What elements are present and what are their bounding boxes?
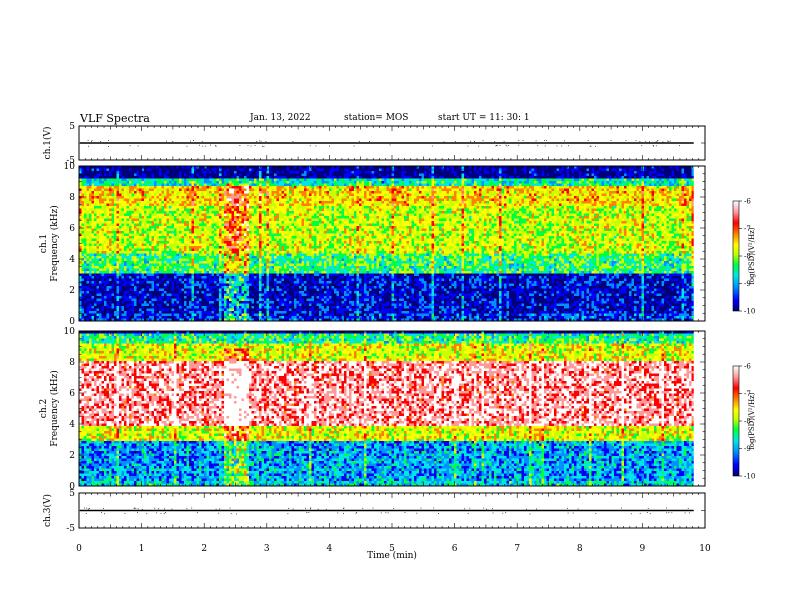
y-tick-label: 8 — [69, 193, 75, 203]
y-tick-label: 10 — [64, 327, 76, 337]
date-label: Jan. 13, 2022 — [250, 113, 311, 123]
y-tick-label: 5 — [69, 489, 75, 499]
x-tick-label: 7 — [514, 544, 520, 554]
ch2-spectrogram-cells — [79, 331, 705, 487]
labels-layer: -6 -7 -8 -9 -10 log(PSD)(V²/Hz) -6 -7 -8 -9 -10 log… — [39, 122, 756, 561]
voltage-axis-label: ch.3(V) — [42, 494, 53, 527]
y-tick-label: 6 — [69, 224, 75, 234]
channel-label: ch.1 — [39, 234, 49, 253]
colorbar-tick-label: -8 — [744, 418, 751, 426]
ch1-spectrogram-colorbar — [732, 200, 740, 312]
x-tick-label: 5 — [389, 544, 395, 554]
start-time-label: start UT = 11: 30: 1 — [438, 113, 530, 123]
colorbar-tick-label: -7 — [744, 225, 751, 233]
voltage-axis-label: ch.1(V) — [42, 127, 53, 160]
x-tick-label: 10 — [699, 544, 711, 554]
spectrogram-layer — [79, 166, 705, 487]
y-tick-label: 8 — [69, 358, 75, 368]
colorbar-label: log(PSD)(V²/Hz) — [748, 392, 756, 449]
ch3-waveform-spikes — [84, 507, 690, 515]
y-tick-label: -5 — [66, 524, 75, 534]
ch1-spectrogram-empty-tail — [693, 166, 705, 321]
x-tick-label: 2 — [201, 544, 207, 554]
x-tick-label: 6 — [452, 544, 458, 554]
x-axis-label: Time (min) — [367, 550, 417, 561]
colorbar-tick-label: -10 — [744, 308, 755, 316]
ch2-spectrogram-colorbar — [732, 365, 740, 477]
ch1-waveform-spikes — [87, 140, 680, 147]
x-tick-label: 1 — [139, 544, 145, 554]
colorbar-tick-label: -6 — [744, 363, 751, 371]
colorbar-tick-label: -8 — [744, 253, 751, 261]
x-tick-label: 3 — [264, 544, 270, 554]
colorbar-tick-label: -9 — [744, 445, 751, 453]
x-tick-label: 0 — [76, 544, 82, 554]
ch1-spectrogram-cells — [79, 166, 705, 322]
y-tick-label: 0 — [69, 317, 75, 327]
y-tick-label: 4 — [69, 420, 75, 430]
y-tick-label: 4 — [69, 255, 75, 265]
colorbar-label: log(PSD)(V²/Hz) — [748, 227, 756, 284]
y-tick-label: 6 — [69, 389, 75, 399]
frequency-axis-label: Frequency (kHz) — [49, 205, 60, 282]
station-label: station= MOS — [344, 113, 408, 123]
channel-label: ch.2 — [39, 399, 49, 418]
colorbar-tick-label: -9 — [744, 280, 751, 288]
colorbar-tick-label: -10 — [744, 473, 755, 481]
plot-title: VLF Spectra — [80, 112, 150, 125]
y-tick-label: -5 — [66, 156, 75, 166]
y-tick-label: 2 — [69, 451, 75, 461]
ch2-spectrogram-empty-tail — [693, 331, 705, 486]
frequency-axis-label: Frequency (kHz) — [49, 370, 60, 447]
y-tick-label: 2 — [69, 286, 75, 296]
y-tick-label: 10 — [64, 162, 76, 172]
x-tick-label: 9 — [640, 544, 646, 554]
axes-layer — [78, 125, 742, 529]
x-tick-label: 8 — [577, 544, 583, 554]
x-tick-label: 4 — [327, 544, 333, 554]
colorbar-tick-label: -7 — [744, 390, 751, 398]
y-tick-label: 5 — [69, 122, 75, 132]
y-tick-label: 0 — [69, 482, 75, 492]
colorbar-tick-label: -6 — [744, 198, 751, 206]
